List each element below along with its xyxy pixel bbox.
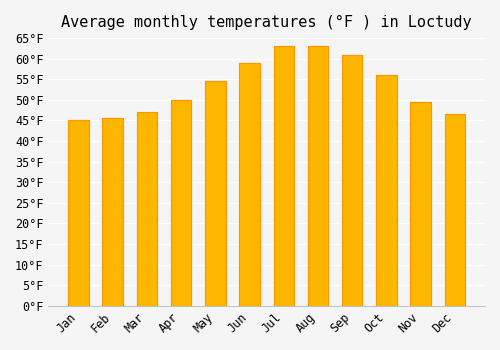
Bar	[444, 114, 465, 306]
Bar	[376, 75, 396, 306]
Bar	[205, 81, 226, 306]
Bar	[136, 112, 157, 306]
Bar	[240, 63, 260, 306]
Bar	[444, 114, 465, 306]
Bar	[171, 100, 192, 306]
Title: Average monthly temperatures (°F ) in Loctudy: Average monthly temperatures (°F ) in Lo…	[62, 15, 472, 30]
Bar	[308, 46, 328, 306]
Bar	[342, 55, 362, 306]
Bar	[171, 100, 192, 306]
Bar	[274, 46, 294, 306]
Bar	[102, 118, 123, 306]
Bar	[68, 120, 88, 306]
Bar	[376, 75, 396, 306]
Bar	[205, 81, 226, 306]
Bar	[136, 112, 157, 306]
Bar	[410, 102, 431, 306]
Bar	[240, 63, 260, 306]
Bar	[410, 102, 431, 306]
Bar	[308, 46, 328, 306]
Bar	[68, 120, 88, 306]
Bar	[102, 118, 123, 306]
Bar	[342, 55, 362, 306]
Bar	[274, 46, 294, 306]
